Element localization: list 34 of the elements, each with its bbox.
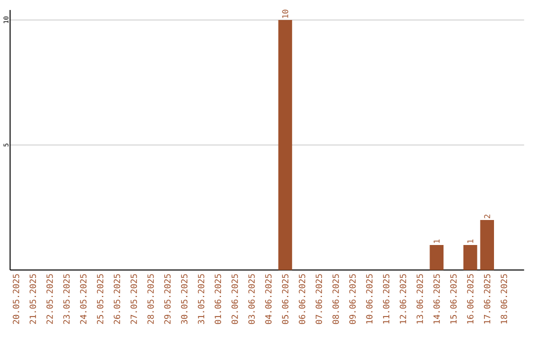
- x-tick-label: 12.06.2025: [400, 274, 406, 324]
- bar: [430, 245, 444, 270]
- bar: [480, 220, 494, 270]
- x-tick-label: 17.06.2025: [484, 274, 490, 324]
- x-tick-label: 24.05.2025: [80, 274, 87, 324]
- x-tick-label: 06.06.2025: [298, 274, 306, 324]
- x-tick-label: 16.06.2025: [467, 274, 474, 324]
- x-tick-label: 21.05.2025: [30, 274, 36, 324]
- x-tick-label: 10.06.2025: [366, 274, 373, 324]
- x-tick-label: 14.06.2025: [433, 274, 440, 324]
- x-tick-label: 22.05.2025: [46, 274, 53, 324]
- x-tick-label: 26.05.2025: [114, 274, 120, 324]
- x-tick-label: 04.06.2025: [265, 274, 272, 324]
- x-tick-label: 20.05.2025: [12, 274, 20, 324]
- x-tick-label: 30.05.2025: [181, 274, 188, 324]
- x-tick-label: 15.06.2025: [450, 274, 457, 324]
- x-tick-label: 08.06.2025: [332, 274, 339, 324]
- x-tick-label: 31.05.2025: [198, 274, 204, 324]
- x-tick-label: 11.06.2025: [382, 274, 390, 324]
- x-tick-label: 05.06.2025: [282, 274, 288, 324]
- x-tick-label: 03.06.2025: [248, 274, 255, 324]
- x-tick-label: 25.05.2025: [96, 274, 104, 324]
- bar: [278, 20, 292, 270]
- x-tick-label: 02.06.2025: [232, 274, 238, 324]
- x-tick-label: 13.06.2025: [416, 274, 424, 324]
- bar: [463, 245, 478, 270]
- x-tick-label: 28.05.2025: [147, 274, 154, 324]
- x-tick-label: 07.06.2025: [316, 274, 322, 324]
- x-tick-label: 18.06.2025: [500, 274, 508, 324]
- x-tick-label: 01.06.2025: [214, 274, 222, 324]
- x-tick-label: 27.05.2025: [130, 274, 137, 324]
- x-tick-label: 09.06.2025: [349, 274, 356, 324]
- x-tick-label: 23.05.2025: [63, 274, 70, 324]
- x-tick-label: 29.05.2025: [164, 274, 171, 324]
